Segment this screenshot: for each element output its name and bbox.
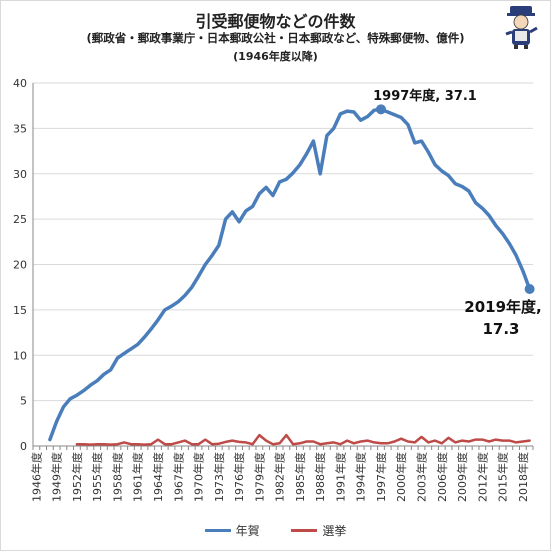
- y-tick-label: 20: [13, 259, 27, 272]
- axes: [32, 83, 534, 450]
- x-tick-label: 1970年度: [192, 452, 206, 502]
- x-tick-label: 1976年度: [232, 452, 246, 502]
- x-tick-label: 1982年度: [273, 452, 287, 502]
- chart-subtitle-period: (1946年度以降): [233, 50, 318, 63]
- x-tick-label: 2006年度: [435, 452, 449, 502]
- chart-title: 引受郵便物などの件数: [195, 12, 356, 31]
- legend-swatch-nenga: [204, 529, 231, 532]
- legend-swatch-senkyo: [291, 529, 318, 532]
- x-tick-label: 1955年度: [90, 452, 104, 502]
- legend-label-nenga: 年賀: [235, 524, 260, 538]
- x-tick-label: 2018年度: [516, 452, 530, 502]
- x-tick-label: 2009年度: [455, 452, 469, 502]
- x-axis-tick-labels: 1946年度 1949年度 1952年度 1955年度 1958年度 1961年度 1964…: [29, 452, 529, 502]
- y-tick-label: 35: [13, 122, 27, 135]
- highlight-markers: [375, 104, 535, 295]
- mascot-icon: [505, 6, 538, 49]
- y-axis-tick-labels: 0 5 10 15 20 25 30 35 40: [13, 77, 27, 453]
- x-tick-label: 2015年度: [496, 452, 510, 502]
- y-tick-label: 25: [13, 213, 27, 226]
- data-series: [48, 107, 532, 446]
- y-tick-label: 0: [20, 440, 27, 453]
- x-tick-label: 1988年度: [313, 452, 327, 502]
- x-tick-label: 1994年度: [354, 452, 368, 502]
- last-value-annotation-value: 17.3: [482, 320, 519, 338]
- x-tick-label: 1949年度: [50, 452, 64, 502]
- peak-marker: [375, 104, 386, 115]
- x-tick-label: 1973年度: [212, 452, 226, 502]
- y-tick-label: 15: [13, 304, 27, 317]
- x-tick-label: 1961年度: [131, 452, 145, 502]
- series-line-senkyo: [75, 433, 531, 446]
- y-tick-label: 40: [13, 77, 27, 90]
- legend-item-senkyo: 選挙: [291, 522, 346, 539]
- y-tick-label: 5: [20, 395, 27, 408]
- x-tick-label: 2000年度: [394, 452, 408, 502]
- chart-subtitle: (郵政省・郵政事業庁・日本郵政公社・日本郵政など、特殊郵便物、億件): [86, 31, 465, 45]
- x-tick-label: 2012年度: [475, 452, 489, 502]
- gridlines: [33, 82, 533, 402]
- x-tick-label: 1964年度: [151, 452, 165, 502]
- x-tick-label: 1997年度: [374, 452, 388, 502]
- x-tick-label: 1991年度: [333, 452, 347, 502]
- x-tick-label: 2003年度: [415, 452, 429, 502]
- last-value-annotation-year: 2019年度,: [464, 298, 541, 316]
- chart-legend: 年賀 選挙: [0, 521, 551, 539]
- x-tick-label: 1958年度: [110, 452, 124, 502]
- y-tick-label: 10: [13, 349, 27, 362]
- x-tick-label: 1946年度: [29, 452, 43, 502]
- y-tick-label: 30: [13, 168, 27, 181]
- last-marker: [524, 284, 535, 295]
- x-tick-label: 1952年度: [70, 452, 84, 502]
- legend-item-nenga: 年賀: [204, 522, 260, 539]
- series-line-nenga: [48, 107, 532, 442]
- peak-annotation: 1997年度, 37.1: [373, 88, 477, 104]
- x-tick-label: 1979年度: [252, 452, 266, 502]
- x-tick-label: 1967年度: [171, 452, 185, 502]
- legend-label-senkyo: 選挙: [322, 524, 347, 538]
- x-tick-label: 1985年度: [293, 452, 307, 502]
